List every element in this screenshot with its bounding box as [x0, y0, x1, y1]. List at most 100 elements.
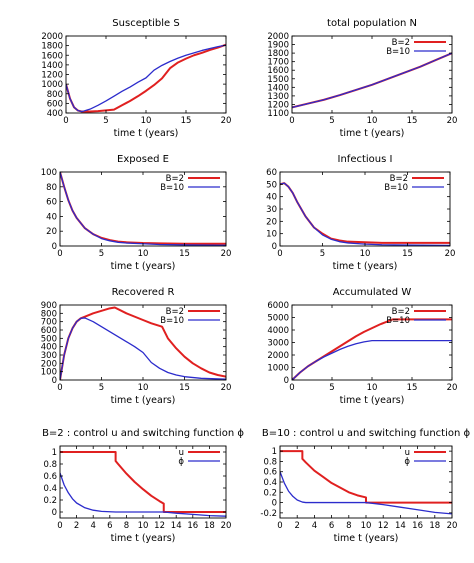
y-tick-label: 10 — [266, 230, 277, 240]
series-line-1 — [60, 451, 226, 513]
legend-label: ϕ — [178, 457, 184, 467]
y-tick-label: 30 — [266, 205, 277, 215]
x-tick-label: 6 — [329, 521, 334, 531]
x-tick-label: 6 — [107, 521, 112, 531]
y-tick-label: 0.8 — [263, 457, 277, 467]
x-tick-label: 20 — [447, 116, 458, 126]
x-tick-label: 20 — [221, 116, 232, 126]
y-tick-label: 1900 — [267, 41, 289, 51]
x-tick-label: 18 — [204, 521, 215, 531]
x-tick-label: 20 — [221, 521, 232, 531]
x-tick-label: 10 — [138, 249, 149, 259]
x-tick-label: 5 — [320, 249, 325, 259]
x-tick-label: 5 — [99, 383, 104, 393]
series-line-2 — [280, 182, 450, 246]
series-line-1 — [280, 182, 450, 244]
x-axis-label: time t (years) — [333, 261, 398, 272]
x-tick-label: 15 — [407, 116, 418, 126]
y-tick-label: 1400 — [267, 83, 289, 93]
y-tick-label: 60 — [266, 168, 277, 178]
y-tick-label: 0.2 — [263, 488, 277, 498]
x-tick-label: 5 — [103, 116, 108, 126]
x-tick-label: 16 — [412, 521, 423, 531]
y-tick-label: 300 — [41, 351, 57, 361]
legend-label: B=2 — [392, 38, 410, 48]
legend-label: B=2 — [166, 307, 184, 317]
y-tick-label: 1200 — [41, 71, 63, 81]
x-tick-label: 0 — [57, 521, 62, 531]
series-line-2 — [292, 52, 452, 109]
series-line-2 — [60, 172, 226, 246]
y-tick-label: 1600 — [267, 66, 289, 76]
y-tick-label: 500 — [41, 334, 57, 344]
legend-label: B=10 — [386, 47, 410, 57]
y-tick-label: 700 — [41, 318, 57, 328]
x-tick-label: 4 — [90, 521, 95, 531]
y-tick-label: 6000 — [267, 301, 289, 311]
series-line-2 — [292, 339, 452, 380]
x-tick-label: 12 — [154, 521, 165, 531]
x-tick-label: 0 — [57, 383, 62, 393]
x-tick-label: 20 — [447, 383, 458, 393]
series-line-2 — [60, 317, 226, 380]
y-tick-label: 100 — [41, 168, 57, 178]
y-tick-label: 1000 — [267, 364, 289, 374]
chart-panel-3: Exposed E 0 5 10 15 20 0 20 40 60 80 100 time t (yea… — [41, 154, 232, 272]
y-tick-label: 0 — [52, 508, 57, 518]
x-tick-label: 0 — [57, 249, 62, 259]
x-tick-label: 0 — [289, 383, 294, 393]
x-tick-label: 15 — [179, 249, 190, 259]
series-line-1 — [280, 450, 452, 504]
x-tick-label: 15 — [181, 116, 192, 126]
x-tick-label: 0 — [63, 116, 68, 126]
x-axis-label: time t (years) — [340, 128, 405, 139]
x-tick-label: 14 — [395, 521, 406, 531]
y-tick-label: 20 — [266, 217, 277, 227]
plot-frame — [59, 171, 227, 247]
x-axis-label: time t (years) — [111, 533, 176, 544]
x-tick-label: 10 — [367, 383, 378, 393]
chart-panel-2: total population N 0 5 10 15 20 11001200130014… — [267, 18, 457, 139]
x-tick-label: 2 — [294, 521, 299, 531]
x-tick-label: 16 — [187, 521, 198, 531]
legend-label: B=2 — [392, 307, 410, 317]
x-tick-label: 8 — [124, 521, 129, 531]
y-tick-label: 2000 — [267, 351, 289, 361]
y-tick-label: 40 — [46, 212, 57, 222]
y-tick-label: 0.4 — [263, 478, 277, 488]
x-tick-label: 5 — [329, 116, 334, 126]
chart-title: total population N — [327, 18, 417, 29]
series-line-1 — [292, 52, 452, 109]
x-tick-label: 20 — [221, 249, 232, 259]
x-tick-label: 20 — [445, 249, 456, 259]
y-tick-label: 1700 — [267, 58, 289, 68]
legend-label: B=2 — [390, 174, 408, 184]
y-tick-label: 1800 — [41, 42, 63, 52]
y-tick-label: 0 — [284, 376, 289, 386]
y-tick-label: 1 — [272, 447, 277, 457]
x-tick-label: 0 — [277, 521, 282, 531]
legend-label: B=10 — [160, 316, 184, 326]
x-tick-label: 10 — [361, 521, 372, 531]
y-tick-label: 2000 — [41, 32, 63, 42]
x-axis-label: time t (years) — [111, 261, 176, 272]
legend-label: B=10 — [386, 316, 410, 326]
y-tick-label: -0.2 — [260, 509, 277, 519]
y-tick-label: 1600 — [41, 51, 63, 61]
y-tick-label: 1300 — [267, 92, 289, 102]
x-tick-label: 15 — [179, 383, 190, 393]
x-tick-label: 18 — [429, 521, 440, 531]
y-tick-label: 0 — [272, 242, 277, 252]
x-tick-label: 12 — [378, 521, 389, 531]
legend-label: u — [405, 448, 410, 458]
x-tick-label: 4 — [312, 521, 317, 531]
y-tick-label: 0.4 — [43, 484, 57, 494]
x-tick-label: 0 — [289, 116, 294, 126]
series-line-2 — [280, 471, 452, 515]
x-tick-label: 10 — [138, 383, 149, 393]
x-tick-label: 14 — [171, 521, 182, 531]
y-tick-label: 5000 — [267, 314, 289, 324]
y-tick-label: 800 — [47, 90, 63, 100]
